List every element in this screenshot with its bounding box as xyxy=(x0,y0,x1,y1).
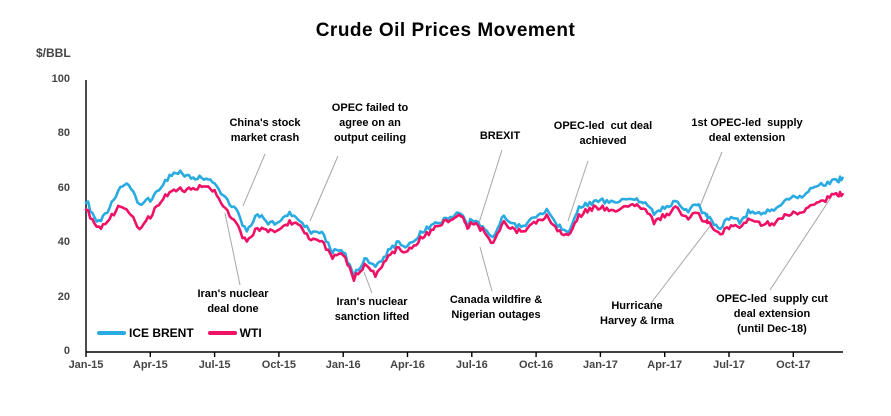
x-tick-label: Jan-17 xyxy=(582,359,618,371)
legend-item: ICE BRENT xyxy=(97,326,194,340)
y-tick-label: 0 xyxy=(63,345,70,357)
event-annotation: BREXIT xyxy=(479,130,521,142)
legend-label: ICE BRENT xyxy=(129,326,194,340)
x-tick-label: Jan-15 xyxy=(68,359,104,371)
x-tick-label: Apr-17 xyxy=(647,359,683,371)
event-annotation: China's stock market crash xyxy=(229,117,301,144)
annotation-leader-line xyxy=(309,155,339,222)
event-annotation: Iran's nuclear deal done xyxy=(197,288,269,315)
annotation-leader-line xyxy=(224,212,241,286)
x-tick-label: Jan-16 xyxy=(325,359,361,371)
x-tick-label: Oct-15 xyxy=(261,359,297,371)
event-annotation: Iran's nuclear sanction lifted xyxy=(334,296,410,323)
y-tick-label: 60 xyxy=(57,181,70,194)
annotation-leader-line xyxy=(242,153,266,207)
x-tick-label: Apr-16 xyxy=(390,359,425,371)
y-tick-label: 20 xyxy=(57,290,70,303)
series-line-wti xyxy=(84,183,844,283)
event-annotation: OPEC-led supply cut deal extension (unti… xyxy=(716,293,828,335)
x-tick-label: Jul-17 xyxy=(713,359,745,371)
y-tick-label: 40 xyxy=(57,236,70,249)
annotation-leader-line xyxy=(567,160,589,222)
event-annotation: OPEC failed to agree on an output ceilin… xyxy=(331,102,409,144)
annotation-leader-line xyxy=(769,198,831,291)
x-tick-label: Apr-15 xyxy=(132,359,168,371)
legend-line-swatch xyxy=(97,331,126,335)
series-line-ice-brent xyxy=(84,169,844,279)
y-axis-unit-label: $/BBL xyxy=(36,46,71,60)
annotation-leader-line xyxy=(477,149,503,227)
x-tick-label: Jul-16 xyxy=(455,359,488,371)
y-tick-label: 100 xyxy=(51,73,70,85)
event-annotation: OPEC-led cut deal achieved xyxy=(553,120,653,147)
annotation-leader-line xyxy=(699,151,723,207)
chart-legend: ICE BRENT WTI xyxy=(97,326,276,340)
legend-item: WTI xyxy=(207,326,262,340)
legend-line-swatch xyxy=(207,331,237,335)
x-tick-label: Oct-16 xyxy=(518,359,554,371)
annotation-leader-line xyxy=(479,246,493,292)
event-annotation: Canada wildfire & Nigerian outages xyxy=(449,294,543,321)
event-annotation: 1st OPEC-led supply deal extension xyxy=(691,117,803,144)
event-annotation: Hurricane Harvey & Irma xyxy=(600,300,674,327)
annotation-leader-line xyxy=(363,271,373,294)
annotation-leader-line xyxy=(650,220,715,304)
x-tick-label: Jul-15 xyxy=(198,359,231,371)
x-tick-label: Oct-17 xyxy=(776,359,811,371)
y-tick-label: 80 xyxy=(57,127,70,140)
chart-title: Crude Oil Prices Movement xyxy=(315,20,576,41)
legend-label: WTI xyxy=(239,326,262,340)
axes xyxy=(85,80,843,357)
